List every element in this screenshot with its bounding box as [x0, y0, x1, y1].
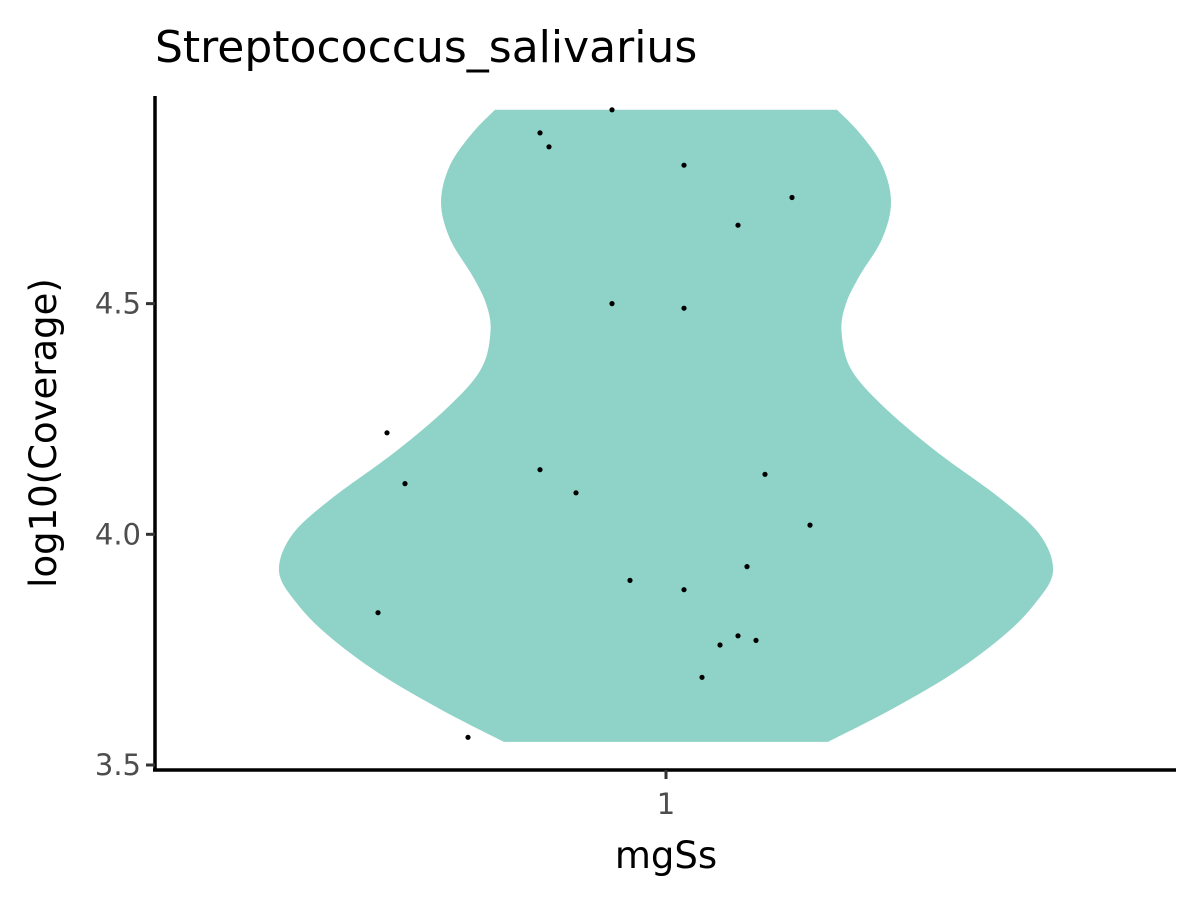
data-point: [573, 490, 579, 496]
violin-shape: [278, 109, 1054, 742]
data-point: [384, 430, 390, 436]
data-points: [375, 107, 813, 740]
data-point: [681, 305, 687, 311]
x-tick-label: 1: [657, 787, 675, 821]
plot-area: [278, 107, 1054, 742]
data-point: [681, 162, 687, 168]
data-point: [537, 130, 543, 136]
data-point: [762, 471, 768, 477]
data-point: [402, 481, 408, 487]
x-axis-label: mgSs: [615, 834, 717, 877]
chart-title: Streptococcus_salivarius: [155, 22, 697, 73]
y-axis-label: log10(Coverage): [22, 278, 65, 588]
data-point: [744, 564, 750, 570]
data-point: [546, 144, 552, 150]
data-point: [753, 637, 759, 644]
data-point: [681, 587, 687, 593]
data-point: [375, 610, 381, 616]
data-point: [699, 674, 705, 680]
x-axis-ticks: 1: [657, 770, 675, 821]
data-point: [717, 642, 723, 648]
data-point: [537, 467, 543, 473]
data-point: [735, 633, 741, 639]
data-point: [609, 107, 615, 113]
data-point: [465, 734, 471, 740]
y-axis-ticks: 3.5 4.0 4.5: [95, 287, 155, 782]
y-tick-label: 4.0: [95, 517, 141, 551]
y-tick-label: 3.5: [95, 748, 141, 782]
data-point: [609, 301, 615, 307]
data-point: [789, 194, 795, 201]
data-point: [627, 577, 633, 584]
data-point: [807, 522, 813, 528]
data-point: [735, 222, 741, 228]
y-tick-label: 4.5: [95, 287, 141, 321]
